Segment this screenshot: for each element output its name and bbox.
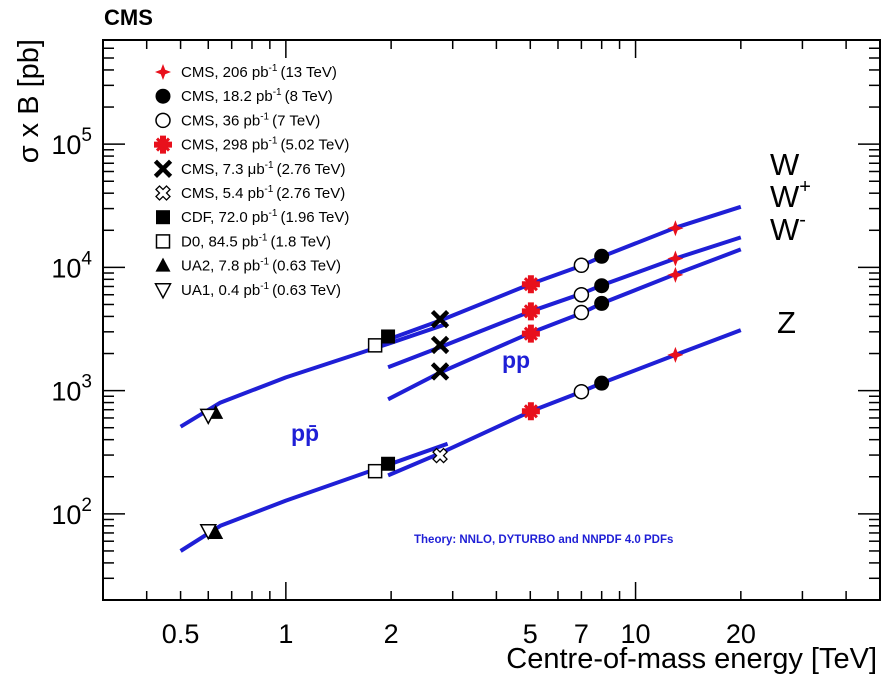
boson-label: W-: [770, 209, 806, 247]
boson-label: W: [770, 147, 800, 182]
data-point: [573, 257, 590, 274]
y-axis-title: σ x B [pb]: [13, 39, 45, 163]
data-point: [367, 463, 383, 479]
data-point: [432, 447, 448, 464]
data-point: [199, 408, 218, 425]
data-point: [573, 383, 590, 400]
x-axis-ticks: 0.5 1 2 5 7 10 20: [102, 40, 881, 649]
legend-marker: [155, 234, 171, 249]
measurement-markers: [199, 220, 684, 541]
y-tick-label: 104: [51, 248, 92, 283]
data-point: [573, 304, 590, 321]
annotation-labels: WW+W- Zpp̄ pp Theory: NNLO, DYTURBO and NNP…: [291, 147, 811, 546]
legend: CMS, 206 pb-1 (13 TeV) CMS, 18.2 pb-1 (8 Te…: [153, 63, 349, 300]
y-tick-label: 103: [51, 372, 92, 407]
x-tick-label: 10: [621, 619, 651, 649]
x-tick-label: 20: [726, 619, 756, 649]
data-point: [594, 375, 610, 391]
boson-label: W+: [770, 176, 811, 214]
legend-label: CMS, 7.3 μb-1 (2.76 TeV): [181, 160, 346, 178]
legend-label: CMS, 36 pb-1 (7 TeV): [181, 111, 320, 129]
y-tick-label: 105: [51, 125, 92, 160]
data-point: [594, 248, 610, 264]
legend-label: CMS, 298 pb-1 (5.02 TeV): [181, 136, 349, 154]
data-point: [430, 362, 450, 381]
legend-label: CDF, 72.0 pb-1 (1.96 TeV): [181, 208, 349, 226]
data-point: [381, 456, 396, 471]
legend-marker: [154, 283, 172, 300]
legend-label: CMS, 18.2 pb-1 (8 TeV): [181, 87, 333, 105]
data-point: [667, 346, 684, 363]
legend-label: UA1, 0.4 pb-1 (0.63 TeV): [181, 281, 341, 299]
data-point: [521, 302, 540, 321]
legend-marker: [155, 64, 171, 80]
data-point: [573, 286, 590, 303]
x-axis-title: Centre-of-mass energy [TeV]: [506, 643, 877, 675]
data-point: [367, 338, 383, 353]
y-axis-ticks: 102 103 104 105: [51, 39, 880, 601]
data-point: [430, 309, 450, 329]
data-point: [430, 335, 450, 355]
boson-label: Z: [777, 305, 796, 340]
pp-label: pp: [502, 347, 530, 373]
x-tick-label: 5: [523, 619, 538, 649]
data-point: [381, 329, 396, 344]
legend-marker: [155, 185, 171, 201]
plot-frame: [102, 39, 881, 601]
legend-marker: [155, 112, 171, 129]
data-point: [667, 250, 684, 267]
legend-label: D0, 84.5 pb-1 (1.8 TeV): [181, 232, 331, 250]
x-tick-label: 2: [384, 619, 399, 649]
legend-marker: [153, 159, 173, 178]
legend-label: CMS, 206 pb-1 (13 TeV): [181, 63, 337, 81]
theory-curve: [179, 321, 449, 429]
theory-label: Theory: NNLO, DYTURBO and NNPDF 4.0 PDFs: [414, 534, 673, 546]
experiment-label: CMS: [104, 5, 153, 30]
plot-border: [102, 39, 881, 601]
data-point: [521, 402, 540, 421]
data-point: [594, 278, 610, 294]
data-point: [594, 295, 610, 311]
data-point: [521, 324, 540, 343]
data-point: [521, 275, 540, 294]
legend-marker: [156, 210, 170, 225]
data-point: [199, 523, 218, 541]
legend-marker: [155, 257, 171, 272]
x-tick-label: 1: [278, 619, 293, 649]
x-tick-label: 7: [574, 619, 589, 649]
data-point: [667, 266, 684, 283]
y-tick-label: 102: [51, 495, 92, 530]
data-point: [667, 220, 684, 237]
legend-label: UA2, 7.8 pb-1 (0.63 TeV): [181, 257, 341, 275]
data-point: [208, 524, 224, 539]
legend-marker: [155, 88, 171, 104]
ppbar-label: pp̄: [291, 420, 319, 446]
legend-marker: [154, 135, 172, 154]
x-tick-label: 0.5: [162, 619, 200, 649]
legend-label: CMS, 5.4 pb-1 (2.76 TeV): [181, 184, 345, 202]
